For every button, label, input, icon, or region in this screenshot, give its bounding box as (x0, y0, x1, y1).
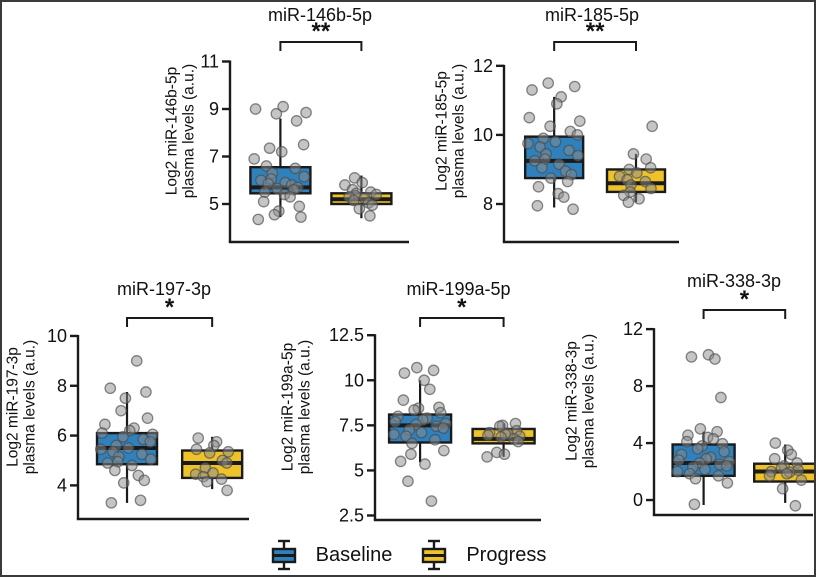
y-axis-label-line2: plasma levels (a.u.) (297, 339, 314, 475)
panel-title: miR-185-5p (544, 5, 640, 25)
y-axis-label-line2: plasma levels (a.u.) (451, 63, 468, 199)
svg-text:2.5: 2.5 (339, 505, 364, 525)
svg-text:4: 4 (57, 475, 67, 495)
legend-item-baseline: Baseline (270, 538, 393, 572)
y-axis-label-line1: Log2 miR-338-3p (563, 341, 581, 461)
panel-mir-185-5p: Log2 miR-185-5p plasma levels (a.u.) miR… (432, 4, 680, 258)
svg-text:12.5: 12.5 (329, 325, 364, 345)
progress-boxplot-glyph-icon (422, 539, 447, 571)
svg-text:7.5: 7.5 (339, 415, 364, 435)
legend-label-baseline: Baseline (315, 543, 393, 566)
panel-title: miR-199a-5p (406, 279, 511, 299)
baseline-boxplot-glyph-icon (271, 539, 296, 571)
svg-text:9: 9 (209, 99, 219, 119)
svg-text:*: * (740, 286, 750, 313)
panel-title: miR-197-3p (116, 279, 212, 299)
boxplot-mir-197-3p: 4 6 8 10 * (47, 294, 249, 521)
svg-text:*: * (457, 294, 467, 321)
svg-text:0: 0 (633, 490, 643, 510)
svg-text:8: 8 (633, 376, 643, 396)
panel-mir-197-3p: Log2 miR-197-3p plasma levels (a.u.) miR… (2, 278, 250, 536)
svg-text:5: 5 (209, 194, 219, 214)
svg-text:*: * (165, 294, 175, 321)
panel-mir-199a-5p: Log2 miR-199a-5p plasma levels (a.u.) mi… (278, 278, 542, 536)
y-axis-label-line2: plasma levels (a.u.) (181, 63, 198, 199)
y-axis-label-mir-197-3p: Log2 miR-197-3p plasma levels (a.u.) (2, 278, 42, 536)
svg-text:8: 8 (483, 194, 493, 214)
y-axis-label-mir-185-5p: Log2 miR-185-5p plasma levels (a.u.) (432, 4, 470, 258)
svg-text:12: 12 (623, 319, 643, 339)
panel-mir-338-3p: Log2 miR-338-3p plasma levels (a.u.) miR… (560, 270, 814, 532)
y-axis-label-line1: Log2 miR-146b-5p (163, 66, 181, 196)
svg-text:6: 6 (57, 426, 67, 446)
boxplot-mir-199a-5p: 2.5 5 7.5 10 12.5 * (329, 294, 541, 525)
svg-text:**: ** (586, 18, 605, 45)
svg-text:**: ** (312, 18, 331, 45)
y-axis-label-line1: Log2 miR-199a-5p (279, 342, 297, 472)
boxplot-mir-185-5p: 8 10 12 ** (473, 18, 679, 244)
panel-title: miR-146b-5p (267, 5, 373, 25)
panel-title: miR-338-3p (686, 271, 782, 291)
legend-label-progress: Progress (466, 543, 547, 566)
svg-text:8: 8 (57, 376, 67, 396)
y-axis-label-mir-338-3p: Log2 miR-338-3p plasma levels (a.u.) (560, 270, 602, 532)
boxplot-mir-338-3p: 0 4 8 12 * (623, 286, 814, 517)
y-axis-label-line2: plasma levels (a.u.) (581, 333, 598, 469)
boxplot-mir-146b-5p: 5 7 9 11 ** (200, 18, 409, 244)
y-axis-label-mir-146b-5p: Log2 miR-146b-5p plasma levels (a.u.) (162, 4, 200, 258)
y-axis-label-mir-199a-5p: Log2 miR-199a-5p plasma levels (a.u.) (278, 278, 316, 536)
y-axis-label-line1: Log2 miR-197-3p (4, 347, 22, 467)
y-axis-label-line2: plasma levels (a.u.) (22, 339, 39, 475)
svg-text:10: 10 (344, 370, 364, 390)
svg-text:11: 11 (200, 52, 219, 72)
panel-mir-146b-5p: Log2 miR-146b-5p plasma levels (a.u.) mi… (162, 4, 410, 258)
svg-text:7: 7 (209, 147, 219, 167)
svg-text:10: 10 (473, 125, 493, 145)
legend: Baseline Progress (2, 538, 814, 572)
svg-text:10: 10 (47, 326, 67, 346)
y-axis-label-line1: Log2 miR-185-5p (433, 71, 451, 191)
svg-text:5: 5 (354, 460, 364, 480)
svg-text:12: 12 (473, 56, 493, 76)
legend-item-progress: Progress (420, 538, 546, 572)
svg-text:4: 4 (633, 433, 643, 453)
